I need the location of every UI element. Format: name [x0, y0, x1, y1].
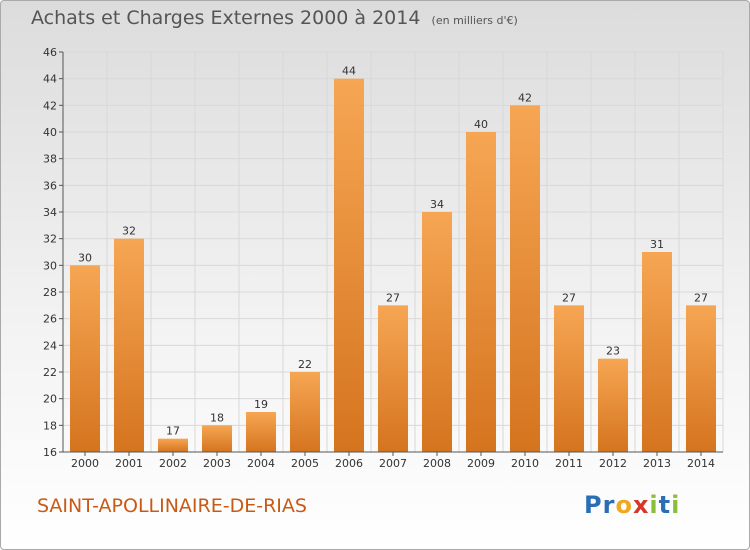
value-label: 44	[342, 65, 356, 78]
x-tick-label: 2002	[159, 457, 187, 470]
logo-letter: t	[658, 491, 672, 519]
value-label: 40	[474, 118, 488, 131]
y-tick-label: 16	[43, 446, 57, 459]
value-label: 27	[386, 291, 400, 304]
y-tick-label: 32	[43, 233, 57, 246]
bars: 30 32 17 18 19 22 44 27 34 40 42 27 23 31 27	[70, 65, 716, 453]
x-tick-label: 2003	[203, 457, 231, 470]
x-tick-label: 2009	[467, 457, 495, 470]
x-tick-label: 2008	[423, 457, 451, 470]
y-tick-label: 46	[43, 46, 57, 59]
value-label: 32	[122, 225, 136, 238]
logo-letter: x	[632, 491, 650, 519]
y-tick-label: 42	[43, 99, 57, 112]
x-tick-label: 2011	[555, 457, 583, 470]
y-tick-label: 36	[43, 179, 57, 192]
y-tick-label: 44	[43, 73, 57, 86]
bar	[510, 105, 540, 452]
bar	[466, 132, 496, 452]
chart-unit: (en milliers d'€)	[431, 14, 518, 27]
logo-letter: o	[615, 491, 633, 519]
value-label: 23	[606, 345, 620, 358]
y-tick-label: 24	[43, 339, 57, 352]
value-label: 30	[78, 251, 92, 264]
bar	[202, 425, 232, 452]
bar	[642, 252, 672, 452]
logo-letter: i	[649, 491, 659, 519]
chart-title: Achats et Charges Externes 2000 à 2014	[31, 7, 421, 29]
x-tick-label: 2012	[599, 457, 627, 470]
x-tick-label: 2001	[115, 457, 143, 470]
bar	[598, 358, 628, 452]
bar	[70, 265, 100, 452]
bar	[554, 305, 584, 452]
value-label: 42	[518, 91, 532, 104]
y-tick-label: 26	[43, 313, 57, 326]
x-tick-label: 2014	[687, 457, 715, 470]
value-label: 31	[650, 238, 664, 251]
logo-letter: i	[671, 491, 681, 519]
y-tick-label: 28	[43, 286, 57, 299]
bar	[158, 438, 188, 452]
x-tick-label: 2007	[379, 457, 407, 470]
x-tick-label: 2005	[291, 457, 319, 470]
x-tick-label: 2010	[511, 457, 539, 470]
value-label: 18	[210, 411, 224, 424]
y-tick-label: 20	[43, 393, 57, 406]
x-tick-label: 2006	[335, 457, 363, 470]
value-label: 27	[694, 291, 708, 304]
y-tick-label: 38	[43, 153, 57, 166]
bar	[686, 305, 716, 452]
value-label: 27	[562, 291, 576, 304]
y-tick-label: 30	[43, 259, 57, 272]
value-label: 17	[166, 425, 180, 438]
x-tick-label: 2000	[71, 457, 99, 470]
bar	[334, 78, 364, 453]
place-name: SAINT-APOLLINAIRE-DE-RIAS	[37, 495, 307, 517]
bar	[114, 238, 144, 452]
proxiti-logo[interactable]: Proxiti	[584, 491, 680, 519]
bar	[246, 412, 276, 452]
bar	[422, 212, 452, 452]
title-row: Achats et Charges Externes 2000 à 2014 (…	[31, 7, 518, 29]
y-tick-label: 18	[43, 419, 57, 432]
y-tick-label: 40	[43, 126, 57, 139]
logo-letter: r	[602, 491, 616, 519]
y-tick-label: 34	[43, 206, 57, 219]
y-tick-label: 22	[43, 366, 57, 379]
bar	[290, 372, 320, 452]
bar	[378, 305, 408, 452]
axes: 16 18 20 22 24 26 28 30 32 34 36 38 40 42 44 46 2000 2001…	[43, 46, 723, 470]
value-label: 19	[254, 398, 268, 411]
logo-letter: P	[584, 491, 603, 519]
value-label: 34	[430, 198, 444, 211]
value-label: 22	[298, 358, 312, 371]
x-tick-label: 2013	[643, 457, 671, 470]
x-tick-label: 2004	[247, 457, 275, 470]
